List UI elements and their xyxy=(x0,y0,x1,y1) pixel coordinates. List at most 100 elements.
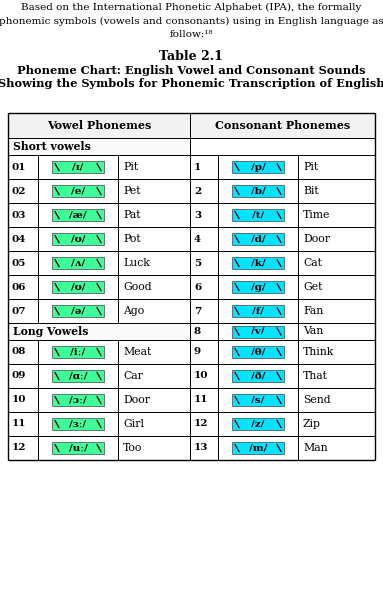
Text: 10: 10 xyxy=(12,396,26,404)
Bar xyxy=(118,179,190,203)
Bar xyxy=(38,155,118,179)
Text: 13: 13 xyxy=(194,444,208,453)
Bar xyxy=(298,179,375,203)
Text: 12: 12 xyxy=(12,444,26,453)
Bar xyxy=(218,275,298,299)
Text: Short vowels: Short vowels xyxy=(13,141,91,152)
Text: 8: 8 xyxy=(194,327,201,336)
Text: /f/: /f/ xyxy=(252,307,264,316)
Bar xyxy=(232,281,284,293)
Bar xyxy=(298,251,375,275)
Bar xyxy=(8,436,38,460)
Bar xyxy=(52,209,104,221)
Bar xyxy=(52,305,104,317)
Text: Zip: Zip xyxy=(303,419,321,429)
Bar xyxy=(8,251,38,275)
Bar xyxy=(38,412,118,436)
Bar xyxy=(190,113,375,138)
Bar xyxy=(8,227,38,251)
Bar xyxy=(38,340,118,364)
Bar xyxy=(232,394,284,406)
Text: Pat: Pat xyxy=(123,210,141,220)
Bar xyxy=(232,325,284,338)
Bar xyxy=(190,412,218,436)
Text: /ð/: /ð/ xyxy=(251,371,265,381)
Bar xyxy=(190,275,218,299)
Text: Pet: Pet xyxy=(123,186,141,196)
Bar xyxy=(38,436,118,460)
Text: 6: 6 xyxy=(194,282,201,291)
Text: 12: 12 xyxy=(194,419,208,428)
Text: Showing the Symbols for Phonemic Transcription of English: Showing the Symbols for Phonemic Transcr… xyxy=(0,78,383,89)
Bar xyxy=(218,412,298,436)
Bar xyxy=(52,185,104,197)
Bar xyxy=(298,203,375,227)
Text: Bit: Bit xyxy=(303,186,319,196)
Text: 3: 3 xyxy=(194,210,201,219)
Bar xyxy=(190,436,218,460)
Bar xyxy=(8,364,38,388)
Text: /p/: /p/ xyxy=(250,162,265,171)
Bar xyxy=(218,364,298,388)
Text: /t/: /t/ xyxy=(252,210,264,219)
Text: 7: 7 xyxy=(194,307,201,316)
Bar xyxy=(118,251,190,275)
Bar xyxy=(38,179,118,203)
Bar xyxy=(218,155,298,179)
Text: 11: 11 xyxy=(12,419,26,428)
Bar xyxy=(190,203,218,227)
Text: /ʊ/: /ʊ/ xyxy=(71,235,85,244)
Bar xyxy=(298,299,375,323)
Bar xyxy=(298,323,375,340)
Bar xyxy=(38,227,118,251)
Bar xyxy=(218,251,298,275)
Bar xyxy=(232,442,284,454)
Text: /z/: /z/ xyxy=(251,419,265,428)
Text: /ʌ/: /ʌ/ xyxy=(71,259,85,267)
Text: /ʊ/: /ʊ/ xyxy=(71,282,85,291)
Text: Think: Think xyxy=(303,347,334,357)
Bar xyxy=(190,179,218,203)
Bar xyxy=(298,364,375,388)
Text: Long Vowels: Long Vowels xyxy=(13,326,88,337)
Bar xyxy=(8,138,190,155)
Bar xyxy=(8,323,190,340)
Bar xyxy=(190,364,218,388)
Text: /uː/: /uː/ xyxy=(69,444,87,453)
Text: 02: 02 xyxy=(12,187,26,196)
Text: phonemic symbols (vowels and consonants) using in English language as: phonemic symbols (vowels and consonants)… xyxy=(0,16,383,25)
Text: 2: 2 xyxy=(194,187,201,196)
Bar xyxy=(218,323,298,340)
Bar xyxy=(8,113,190,138)
Text: Phoneme Chart: English Vowel and Consonant Sounds: Phoneme Chart: English Vowel and Consona… xyxy=(17,65,365,76)
Bar xyxy=(232,346,284,358)
Text: /ɑː/: /ɑː/ xyxy=(69,371,87,381)
Bar xyxy=(298,155,375,179)
Bar xyxy=(38,251,118,275)
Text: 08: 08 xyxy=(12,347,26,356)
Bar xyxy=(218,340,298,364)
Text: /æ/: /æ/ xyxy=(69,210,87,219)
Text: /ə/: /ə/ xyxy=(71,307,85,316)
Text: Time: Time xyxy=(303,210,331,220)
Text: Meat: Meat xyxy=(123,347,151,357)
Bar xyxy=(298,388,375,412)
Text: /iː/: /iː/ xyxy=(70,347,86,356)
Text: Pit: Pit xyxy=(123,162,138,172)
Text: 04: 04 xyxy=(12,235,26,244)
Text: Pit: Pit xyxy=(303,162,318,172)
Text: follow:¹⁸: follow:¹⁸ xyxy=(169,30,213,39)
Bar xyxy=(118,364,190,388)
Bar xyxy=(118,340,190,364)
Bar xyxy=(232,161,284,173)
Text: 05: 05 xyxy=(12,259,26,267)
Bar xyxy=(52,418,104,430)
Bar xyxy=(52,281,104,293)
Bar xyxy=(218,227,298,251)
Bar xyxy=(38,203,118,227)
Text: 4: 4 xyxy=(194,235,201,244)
Bar xyxy=(118,155,190,179)
Bar xyxy=(52,233,104,245)
Bar xyxy=(38,275,118,299)
Text: Table 2.1: Table 2.1 xyxy=(159,50,223,63)
